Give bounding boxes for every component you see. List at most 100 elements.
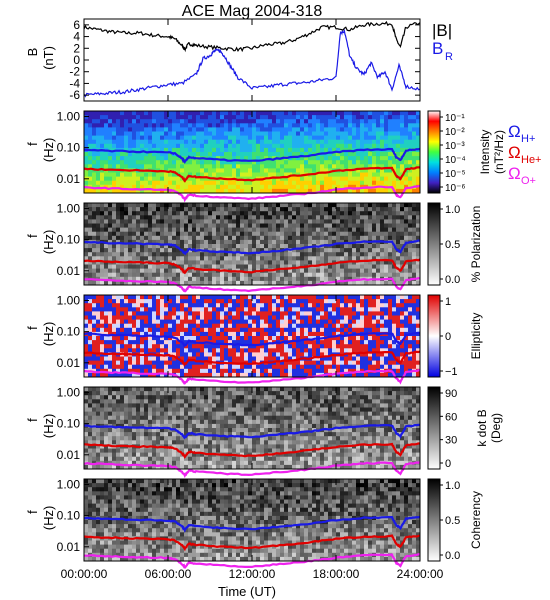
- spectrogram-cell: [300, 352, 305, 357]
- spectrogram-cell: [276, 231, 281, 237]
- spectrogram-cell: [208, 331, 213, 337]
- spectrogram-cell: [320, 315, 325, 320]
- spectrogram-cell: [144, 176, 149, 182]
- spectrogram-cell: [240, 127, 245, 132]
- spectrogram-cell: [240, 143, 245, 149]
- spectrogram-cell: [272, 223, 277, 228]
- spectrogram-cell: [188, 131, 193, 136]
- spectrogram-cell: [232, 260, 237, 265]
- spectrogram-cell: [184, 280, 189, 286]
- spectrogram-cell: [416, 139, 421, 145]
- spectrogram-cell: [224, 143, 229, 149]
- spectrogram-cell: [148, 143, 153, 149]
- spectrogram-cell: [100, 244, 105, 249]
- spectrogram-cell: [160, 211, 165, 216]
- spectrogram-cell: [308, 135, 313, 141]
- spectrogram-cell: [148, 223, 153, 228]
- spectrogram-cell: [360, 135, 365, 141]
- spectrogram-cell: [284, 227, 289, 233]
- spectrogram-cell: [312, 356, 317, 361]
- spectrogram-cell: [220, 152, 225, 157]
- spectrogram-cell: [320, 348, 325, 353]
- spectrogram-cell: [168, 139, 173, 145]
- spectrogram-cell: [160, 299, 165, 304]
- spectrogram-cell: [336, 295, 341, 300]
- spectrogram-cell: [284, 244, 289, 249]
- spectrogram-cell: [328, 295, 333, 300]
- spectrogram-cell: [88, 235, 93, 241]
- spectrogram-cell: [232, 368, 237, 374]
- spectrogram-cell: [112, 307, 117, 312]
- spectrogram-cell: [192, 111, 197, 116]
- spectrogram-cell: [260, 272, 265, 278]
- spectrogram-cell: [296, 160, 301, 165]
- spectrogram-cell: [296, 119, 301, 124]
- spectrogram-cell: [156, 319, 161, 325]
- spectrogram-cell: [212, 327, 217, 333]
- spectrogram-cell: [120, 180, 125, 186]
- spectrogram-cell: [228, 323, 233, 329]
- spectrogram-cell: [360, 344, 365, 349]
- spectrogram-cell: [184, 168, 189, 173]
- spectrogram-cell: [336, 252, 341, 257]
- spectrogram-cell: [272, 307, 277, 312]
- spectrogram-cell: [276, 356, 281, 361]
- spectrogram-cell: [192, 135, 197, 141]
- spectrogram-cell: [180, 215, 185, 220]
- spectrogram-cell: [348, 372, 353, 378]
- spectrogram-cell: [228, 295, 233, 300]
- spectrogram-cell: [208, 207, 213, 212]
- spectrogram-cell: [384, 223, 389, 228]
- spectrogram-cell: [264, 239, 269, 245]
- spectrogram-cell: [252, 164, 257, 169]
- spectrogram-cell: [236, 299, 241, 304]
- spectrogram-cell: [232, 299, 237, 304]
- spectrogram-cell: [284, 143, 289, 149]
- spectrogram-cell: [308, 323, 313, 329]
- spectrogram-cell: [256, 164, 261, 169]
- spectrogram-cell: [240, 231, 245, 237]
- spectrogram-cell: [152, 252, 157, 257]
- spectrogram-cell: [348, 256, 353, 261]
- spectrogram-cell: [188, 188, 193, 194]
- spectrogram-cell: [352, 231, 357, 237]
- spectrogram-cell: [352, 135, 357, 141]
- spectrogram-cell: [336, 356, 341, 361]
- legend-b-r: B: [432, 39, 443, 58]
- spectrogram-cell: [300, 188, 305, 194]
- spectrogram-cell: [92, 231, 97, 237]
- spectrogram-cell: [188, 143, 193, 149]
- spectrogram-cell: [224, 368, 229, 374]
- spectrogram-cell: [244, 143, 249, 149]
- spectrogram-cell: [240, 276, 245, 282]
- spectrogram-cell: [360, 180, 365, 186]
- spectrogram-cell: [364, 211, 369, 216]
- spectrogram-cell: [316, 127, 321, 132]
- spectrogram-cell: [240, 327, 245, 333]
- spectrogram-cell: [384, 131, 389, 136]
- spectrogram-cell: [356, 299, 361, 304]
- spectrogram-cell: [136, 188, 141, 194]
- spectrogram-cell: [160, 131, 165, 136]
- spectrogram-cell: [168, 115, 173, 120]
- spectrogram-cell: [136, 368, 141, 374]
- spectrogram-cell: [352, 127, 357, 132]
- spectrogram-cell: [284, 223, 289, 228]
- spectrogram-cell: [328, 299, 333, 304]
- spectrogram-cell: [284, 152, 289, 157]
- spectrogram-cell: [392, 180, 397, 186]
- spectrogram-cell: [356, 264, 361, 269]
- spectrogram-cell: [120, 131, 125, 136]
- spectrogram-cell: [200, 364, 205, 370]
- spectrogram-cell: [164, 156, 169, 161]
- spectrogram-cell: [292, 364, 297, 370]
- spectrogram-cell: [92, 311, 97, 316]
- spectrogram-cell: [176, 256, 181, 261]
- spectrogram-cell: [296, 180, 301, 186]
- spectrogram-cell: [360, 176, 365, 182]
- spectrogram-cell: [368, 188, 373, 194]
- spectrogram-cell: [236, 260, 241, 265]
- spectrogram-cell: [212, 319, 217, 325]
- spectrogram-cell: [344, 123, 349, 128]
- spectrogram-cell: [100, 152, 105, 157]
